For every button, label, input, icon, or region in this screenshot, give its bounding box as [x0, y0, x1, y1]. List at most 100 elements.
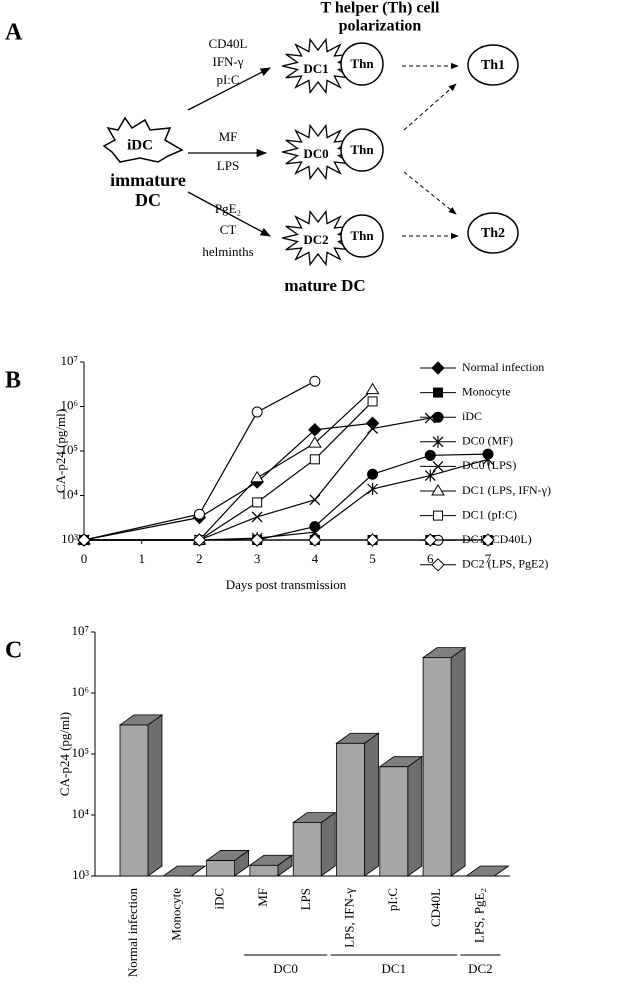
y-tick-label: 10⁶ — [60, 397, 78, 412]
bar — [119, 724, 149, 877]
marker — [367, 482, 378, 495]
bar-top — [465, 865, 510, 877]
panel-label: A — [5, 20, 23, 46]
marker — [308, 533, 322, 547]
marker — [307, 436, 322, 448]
series-line — [84, 389, 373, 541]
legend-label: Monocyte — [462, 384, 511, 398]
bar-side — [147, 714, 163, 877]
x-tick-label: 0 — [81, 551, 88, 566]
marker — [424, 449, 436, 461]
legend-marker — [433, 387, 443, 398]
marker — [250, 533, 264, 547]
th-cell — [467, 212, 519, 254]
x-tick-label: pI:C — [385, 888, 400, 911]
dc-shape — [282, 123, 354, 181]
legend-marker — [432, 435, 444, 448]
marker — [192, 533, 207, 547]
x-tick-label: 6 — [427, 551, 434, 566]
legend-label: DC1 (LPS, IFN-γ) — [462, 483, 551, 497]
marker — [367, 423, 379, 434]
legend-marker — [432, 411, 444, 423]
y-tick-label: 10⁷ — [71, 623, 89, 638]
title: polarization — [339, 18, 422, 35]
group-label: DC1 — [382, 961, 407, 976]
bar-top — [248, 854, 294, 866]
idc-shape — [102, 116, 184, 163]
series-line — [83, 380, 316, 541]
y-axis-label: CA-p24 (pg/ml) — [53, 409, 68, 493]
x-tick-label: 3 — [254, 551, 261, 566]
legend-label: Normal infection — [462, 360, 544, 374]
bar-side — [320, 811, 336, 877]
x-tick-label: 5 — [369, 551, 376, 566]
legend-marker — [432, 460, 444, 472]
bar — [206, 860, 236, 877]
legend-label: DC0 (MF) — [462, 434, 513, 448]
bar — [292, 822, 322, 877]
node-label: immature — [110, 170, 186, 190]
node-label: Th2 — [481, 226, 505, 241]
stimulus: helminths — [202, 244, 253, 259]
marker — [309, 454, 320, 465]
group-label: DC0 — [273, 961, 298, 976]
bar-top — [162, 865, 207, 877]
marker — [309, 375, 321, 387]
bar-top — [421, 647, 467, 659]
x-tick-label: LPS, IFN-γ — [341, 888, 356, 948]
dc-shape — [282, 37, 354, 95]
node-label: DC1 — [303, 61, 328, 76]
y-tick-label: 10⁴ — [71, 806, 89, 821]
node-label: Thn — [350, 228, 374, 243]
marker — [193, 508, 205, 520]
bar-top — [118, 714, 164, 726]
y-tick-label: 10⁵ — [60, 442, 78, 457]
x-tick-label: 1 — [138, 551, 145, 566]
stimulus: MF — [219, 129, 238, 144]
node-label: Thn — [350, 56, 374, 71]
stimulus: PgE₂ — [215, 201, 241, 216]
marker — [367, 468, 379, 480]
legend-label: DC2 (LPS, PgE2) — [462, 557, 548, 571]
bar-side — [407, 755, 423, 877]
node-label: Thn — [350, 142, 374, 157]
marker — [250, 470, 265, 483]
arrow — [403, 83, 457, 131]
arrow — [403, 171, 457, 215]
series-line — [84, 453, 489, 541]
series-line — [84, 401, 373, 541]
stimulus: CT — [220, 222, 237, 237]
stimulus: LPS — [217, 158, 239, 173]
x-tick-label: CD40L — [428, 888, 443, 927]
bar-top — [205, 850, 250, 861]
marker — [309, 494, 321, 506]
marker — [424, 412, 436, 424]
bar-side — [364, 732, 379, 877]
y-tick-label: 10⁶ — [71, 684, 89, 699]
y-tick-label: 10⁵ — [71, 745, 89, 760]
panel-label: C — [5, 638, 22, 664]
group-label: DC2 — [468, 961, 493, 976]
title: T helper (Th) cell — [321, 0, 441, 17]
marker — [481, 533, 495, 547]
bar — [336, 742, 365, 877]
node-label: mature DC — [284, 276, 365, 295]
x-tick-label: MF — [255, 888, 270, 907]
arrow — [187, 67, 271, 111]
y-tick-label: 10⁷ — [60, 353, 78, 368]
bar — [422, 657, 452, 877]
thn-cell — [340, 128, 384, 172]
bar-top — [378, 756, 424, 768]
arrow — [187, 191, 271, 237]
dc-shape — [282, 209, 354, 267]
stimulus: IFN-γ — [212, 54, 243, 69]
x-axis-label: Days post transmission — [226, 577, 347, 592]
x-tick-label: 4 — [312, 551, 319, 566]
node-label: Th1 — [481, 58, 505, 73]
marker — [252, 497, 263, 508]
legend-marker — [431, 361, 445, 375]
x-tick-label: 7 — [485, 551, 492, 566]
marker — [423, 533, 437, 547]
